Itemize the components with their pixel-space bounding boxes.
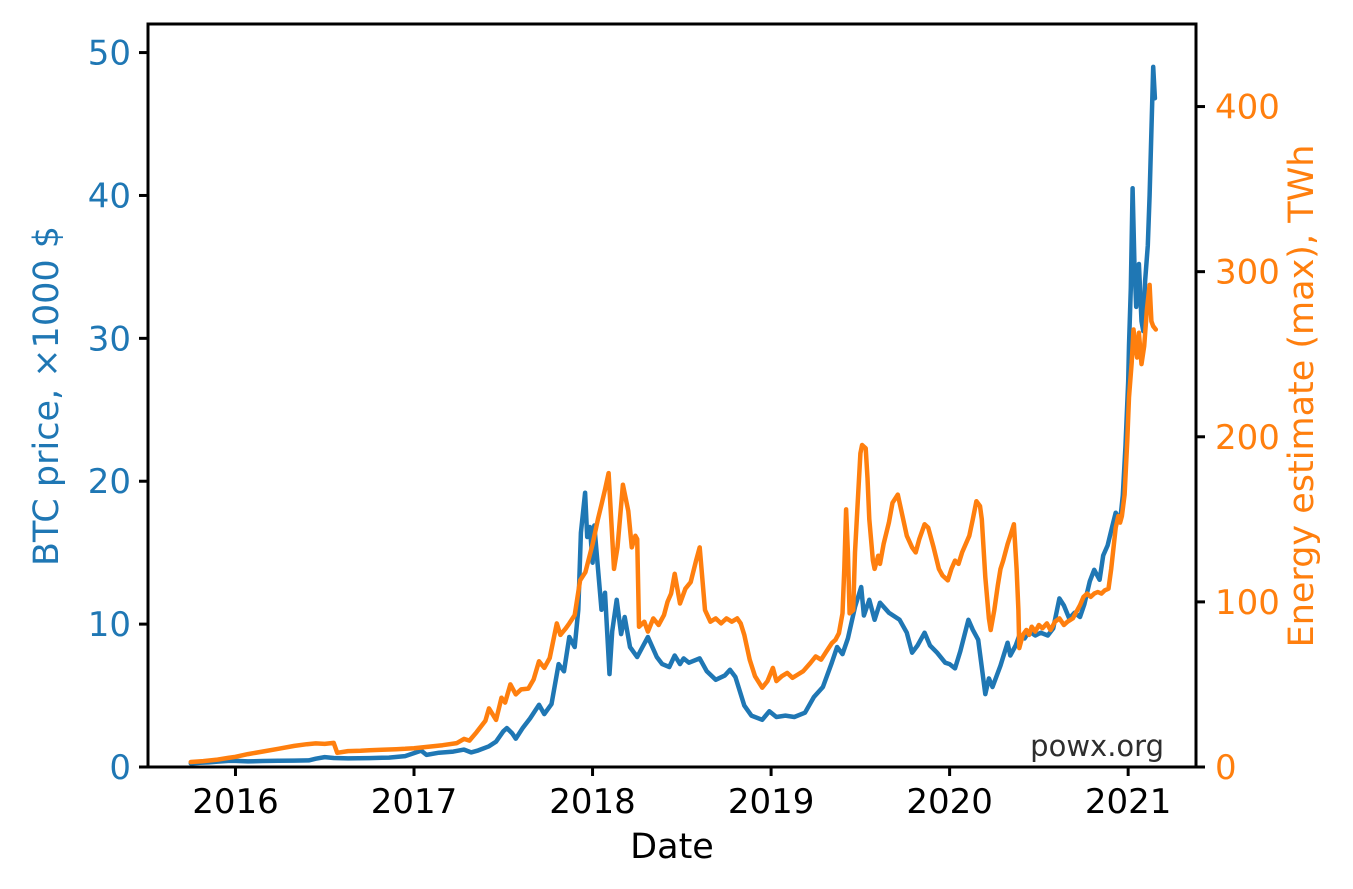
left-y-axis-title: BTC price, ×1000 $ <box>27 226 67 566</box>
right-y-axis-title: Energy estimate (max), TWh <box>1282 145 1322 648</box>
plot-border <box>146 22 1198 769</box>
right-y-tick-label: 200 <box>1215 418 1280 458</box>
right-y-tick-label: 400 <box>1215 88 1280 128</box>
btc-price-line <box>188 64 1158 766</box>
x-tick-label: 2019 <box>728 782 815 822</box>
right-y-tick-label: 0 <box>1215 748 1237 788</box>
plot-area: 2016 2017 2018 2019 2020 2021 0 10 20 30 40 50 0 100 2… <box>88 22 1280 822</box>
energy-estimate-line <box>188 282 1159 765</box>
right-y-tick-label: 100 <box>1215 583 1280 623</box>
left-y-tick-label: 30 <box>88 319 131 359</box>
left-y-tick-label: 10 <box>88 605 131 645</box>
left-y-tick-label: 50 <box>88 34 131 74</box>
left-y-tick-label: 0 <box>109 748 131 788</box>
watermark: powx.org <box>1030 729 1164 763</box>
x-tick-label: 2018 <box>549 782 636 822</box>
left-y-tick-label: 20 <box>88 462 131 502</box>
x-tick-label: 2020 <box>906 782 993 822</box>
x-tick-label: 2021 <box>1085 782 1172 822</box>
left-y-tick-label: 40 <box>88 176 131 216</box>
x-tick-label: 2017 <box>371 782 458 822</box>
x-tick-label: 2016 <box>192 782 279 822</box>
x-axis-title: Date <box>630 827 714 867</box>
right-y-tick-label: 300 <box>1215 253 1280 293</box>
